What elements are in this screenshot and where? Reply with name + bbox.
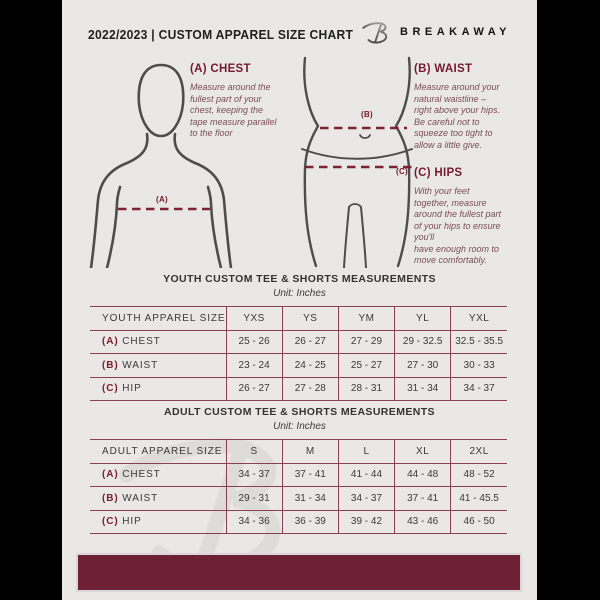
hips-heading: (C) HIPS [414,167,463,179]
size-column-header: YS [281,306,339,330]
size-column-header: YM [337,306,395,330]
hips-line-label: (C) [395,167,408,176]
measure-letter: (B) [102,492,119,504]
size-column-header: XL [394,439,451,463]
size-column-header: YL [394,306,451,330]
measure-letter: (B) [102,359,119,371]
measurement-value-cell: 30 - 33 [450,353,507,377]
measure-name: WAIST [122,492,159,504]
measurement-value-cell: 29 - 31 [225,486,283,510]
apparel-size-header: ADULT APPAREL SIZE [102,445,223,457]
measurement-value-cell: 34 - 37 [450,377,507,401]
brand-lockup: BREAKAWAY [361,18,511,46]
page-header: 2022/2023 | CUSTOM APPAREL SIZE CHART BR… [88,18,511,52]
measure-letter: (A) [102,336,119,348]
size-column-header: YXL [450,306,507,330]
measurement-row: (B) WAIST 23 - 24 24 - 25 25 - 27 27 - 30 30 … [90,353,507,378]
measurement-value-cell: 34 - 36 [225,510,283,534]
measurement-value-cell: 41 - 45.5 [450,486,507,510]
measurement-value-cell: 28 - 31 [337,377,395,401]
measurement-value-cell: 27 - 29 [337,330,395,354]
measurement-value-cell: 24 - 25 [281,353,339,377]
measurement-value-cell: 27 - 30 [394,353,451,377]
measure-name: WAIST [122,359,159,371]
youth-size-table: YOUTH APPAREL SIZE YXS YS YM YL YXL (A) CHEST… [90,306,507,401]
measurement-value-cell: 34 - 37 [337,486,395,510]
chest-instruction-text: Measure around the fullest part of your … [190,82,277,138]
measurement-value-cell: 25 - 26 [225,330,283,354]
waist-line-label: (B) [360,110,373,119]
size-column-header: 2XL [450,439,507,463]
measurement-value-cell: 46 - 50 [450,510,507,534]
measurement-value-cell: 44 - 48 [394,463,451,487]
measurement-label-cell: (C) HIP [90,510,226,534]
adult-size-table: ADULT APPAREL SIZE S M L XL 2XL (A) CHEST 34 -… [90,439,507,534]
measurement-value-cell: 29 - 32.5 [394,330,451,354]
measurement-value-cell: 32.5 - 35.5 [450,330,507,354]
youth-table-title: YOUTH CUSTOM TEE & SHORTS MEASUREMENTS [163,273,436,285]
lower-body-diagram [301,56,413,268]
measurement-label-cell: (A) CHEST [90,463,226,487]
measurement-value-cell: 36 - 39 [281,510,339,534]
size-column-header: S [225,439,283,463]
measurement-value-cell: 31 - 34 [281,486,339,510]
measurement-value-cell: 27 - 28 [281,377,339,401]
adult-table-title: ADULT CUSTOM TEE & SHORTS MEASUREMENTS [164,406,435,418]
measurement-row: (B) WAIST 29 - 31 31 - 34 34 - 37 37 - 41 41 … [90,486,507,511]
measure-name: CHEST [122,469,161,481]
waist-instruction-text: Measure around your natural waistline – … [414,82,501,150]
measurement-value-cell: 31 - 34 [394,377,451,401]
measurement-label-cell: (B) WAIST [90,487,226,511]
measurement-label-cell: (A) CHEST [90,330,226,354]
brand-name: BREAKAWAY [400,26,511,38]
measurement-value-cell: 26 - 27 [225,377,283,401]
measurement-value-cell: 48 - 52 [450,463,507,487]
measurement-label-cell: (B) WAIST [90,354,226,378]
measurement-value-cell: 26 - 27 [281,330,339,354]
waist-heading: (B) WAIST [414,63,473,75]
youth-table-unit: Unit: Inches [273,288,326,299]
measurement-row: (A) CHEST 25 - 26 26 - 27 27 - 29 29 - 32.5 3… [90,330,507,354]
measurement-value-cell: 34 - 37 [225,463,283,487]
size-column-header: YXS [225,306,283,330]
torso-diagram [89,63,233,268]
size-chart-page: 2022/2023 | CUSTOM APPAREL SIZE CHART BR… [62,0,537,600]
measurement-row: (C) HIP 26 - 27 27 - 28 28 - 31 31 - 34 34 - … [90,377,507,401]
measurement-row: (A) CHEST 34 - 37 37 - 41 41 - 44 44 - 48 48 … [90,463,507,487]
waist-instructions: (B) WAIST Measure around your natural wa… [414,63,538,151]
measurement-value-cell: 41 - 44 [337,463,395,487]
chest-instructions: (A) CHEST Measure around the fullest par… [190,63,312,140]
size-header-row: YOUTH APPAREL SIZE YXS YS YM YL YXL [90,306,507,330]
size-header-row: ADULT APPAREL SIZE S M L XL 2XL [90,439,507,463]
chest-heading: (A) CHEST [190,63,251,75]
apparel-size-header: YOUTH APPAREL SIZE [102,312,226,324]
size-column-header: M [281,439,339,463]
hips-instructions: (C) HIPS With your feet together, measur… [414,167,538,267]
measure-name: CHEST [122,336,161,348]
measure-name: HIP [122,516,142,528]
footer-accent-bar [76,553,522,592]
measurement-value-cell: 43 - 46 [394,510,451,534]
measure-letter: (C) [102,516,119,528]
measure-letter: (A) [102,469,119,481]
measurement-value-cell: 37 - 41 [394,486,451,510]
measurement-row: (C) HIP 34 - 36 36 - 39 39 - 42 43 - 46 46 - … [90,510,507,534]
chest-line-label: (A) [155,195,168,204]
measure-letter: (C) [102,383,119,395]
hips-instruction-text: With your feet together, measure around … [414,186,502,265]
breakaway-b-logo-icon [362,22,388,44]
size-column-header: L [337,439,395,463]
document-title: 2022/2023 | CUSTOM APPAREL SIZE CHART [88,27,354,42]
measure-name: HIP [122,383,142,395]
measurement-value-cell: 23 - 24 [225,353,283,377]
measurement-label-cell: (C) HIP [90,377,226,401]
measurement-value-cell: 25 - 27 [337,353,395,377]
measurement-value-cell: 39 - 42 [337,510,395,534]
measurement-value-cell: 37 - 41 [281,463,339,487]
adult-table-unit: Unit: Inches [273,421,326,432]
